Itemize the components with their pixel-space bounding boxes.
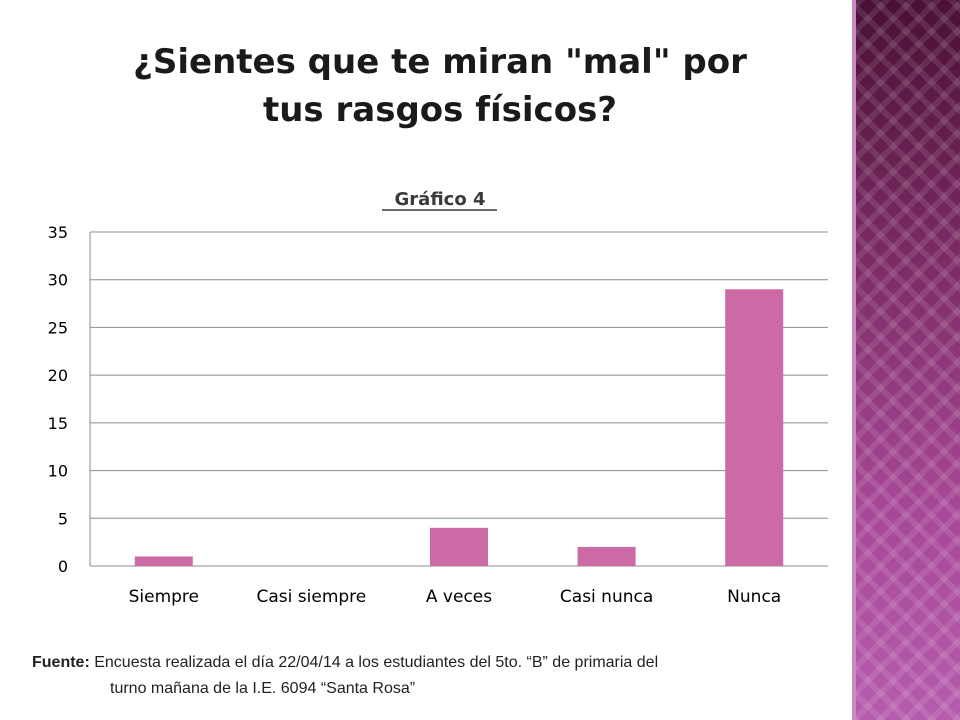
x-category-label: Casi siempre [257,587,367,607]
side-panel-edge [852,0,856,720]
y-tick-label: 30 [48,271,68,290]
source-label: Fuente: [32,654,90,671]
y-tick-label: 5 [58,509,68,528]
y-tick-label: 25 [48,318,68,337]
source-text-line1: Encuesta realizada el día 22/04/14 a los… [89,654,659,671]
bar-chart: Gráfico 4 0 5 10 15 20 25 30 35 Siempre Casi sie… [48,189,828,607]
source-note: Fuente: Encuesta realizada el día 22/04/… [32,650,832,702]
grid-layer [89,231,828,567]
y-tick-label: 35 [48,223,68,242]
bar-layer [134,289,784,566]
bar-a-veces [430,527,488,566]
slide-title-line1: ¿Sientes que te miran "mal" por [133,42,747,82]
y-tick-label: 0 [58,557,68,576]
y-tick-label: 10 [48,462,68,481]
source-text-line2: turno mañana de la I.E. 6094 “Santa Rosa… [110,680,416,697]
y-tick-label: 20 [48,366,68,385]
x-category-label: Siempre [129,587,199,607]
x-category-labels: Siempre Casi siempre A veces Casi nunca Nunc… [129,587,782,607]
y-tick-labels: 0 5 10 15 20 25 30 35 [48,223,68,576]
bar-casi-nunca [577,546,636,566]
y-tick-label: 15 [48,414,68,433]
x-category-label: Nunca [727,587,781,607]
bar-nunca [725,289,784,566]
decorative-side-panel [852,0,960,720]
x-category-label: A veces [426,587,492,607]
x-category-label: Casi nunca [560,587,653,607]
bar-siempre [134,556,193,566]
slide-title: ¿Sientes que te miran "mal" por tus rasg… [60,38,820,134]
slide-title-line2: tus rasgos físicos? [262,90,618,130]
chart-title: Gráfico 4 [395,189,486,210]
